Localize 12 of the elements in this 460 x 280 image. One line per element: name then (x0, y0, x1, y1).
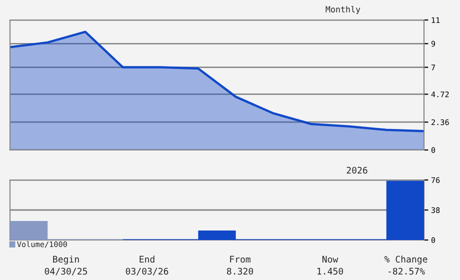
text: Begin (53, 256, 79, 264)
text: % Change (384, 256, 428, 264)
text: Monthly (326, 6, 360, 14)
text: 8.320 (226, 268, 254, 275)
text: End (140, 256, 154, 263)
text: 2026 (346, 166, 368, 174)
text: 1.450 (317, 268, 344, 275)
text: 03/03/26 (126, 268, 168, 276)
text: From (230, 256, 250, 263)
text: 04/30/25 (44, 268, 88, 276)
text: -82.57% (388, 268, 425, 275)
text: Now (322, 256, 338, 263)
